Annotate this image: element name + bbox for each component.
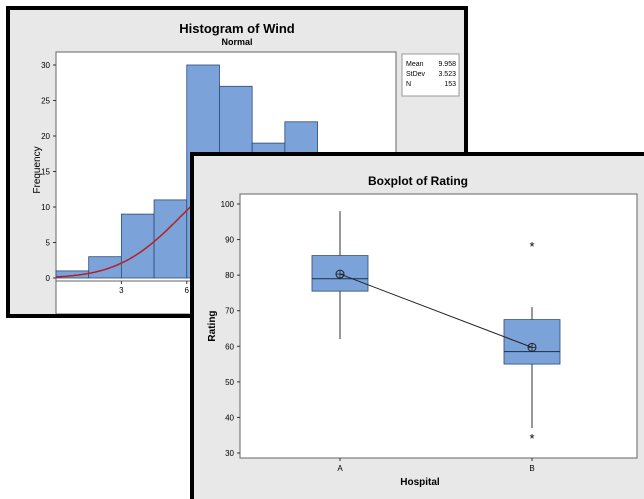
stat-mean-value: 9.958 xyxy=(438,61,456,68)
histogram-bar xyxy=(153,199,188,279)
x-tick-label: B xyxy=(529,464,534,473)
stats-legend-box xyxy=(401,53,460,97)
histogram-subtitle: Normal xyxy=(221,37,252,47)
y-tick-label: 90 xyxy=(225,236,234,245)
boxplot-chart: Boxplot of Rating Rating Hospital 30 40 50… xyxy=(207,174,638,488)
x-tick-label: 6 xyxy=(185,286,190,295)
histogram-stats-legend: Mean 9.958 StDev 3.523 N 153 xyxy=(401,53,460,97)
histogram-y-ticks: 0 5 10 15 20 25 30 xyxy=(41,61,56,283)
boxplot-title: Boxplot of Rating xyxy=(368,174,468,188)
y-tick-label: 80 xyxy=(225,271,234,280)
mean-symbol xyxy=(527,342,537,352)
y-tick-label: 30 xyxy=(225,449,234,458)
y-tick-label: 15 xyxy=(41,168,50,177)
y-tick-label: 20 xyxy=(41,132,50,141)
y-tick-label: 10 xyxy=(41,203,50,212)
boxplot-x-axis-label: Hospital xyxy=(400,477,440,488)
y-tick-label: 100 xyxy=(221,200,235,209)
stat-stdev-value: 3.523 xyxy=(438,71,456,78)
mean-symbol xyxy=(335,269,345,279)
stat-mean-label: Mean xyxy=(406,61,424,68)
y-tick-label: 25 xyxy=(41,97,50,106)
stat-n-value: 153 xyxy=(444,81,456,88)
mean-connect-line xyxy=(339,273,533,348)
outlier-marker: * xyxy=(529,431,534,446)
boxplot-y-ticks: 30 40 50 60 70 80 90 100 xyxy=(221,200,240,458)
y-tick-label: 50 xyxy=(225,378,234,387)
boxplot-plot-area xyxy=(239,193,638,459)
box-iqr xyxy=(503,319,561,365)
y-tick-label: 30 xyxy=(41,61,50,70)
boxplot-panel: Boxplot of Rating Rating Hospital 30 40 50… xyxy=(190,152,644,499)
stat-n-label: N xyxy=(406,81,411,88)
boxplot-y-axis-label: Rating xyxy=(207,310,218,341)
y-tick-label: 70 xyxy=(225,307,234,316)
y-tick-label: 40 xyxy=(225,413,234,422)
boxplot-means xyxy=(335,269,537,352)
histogram-title: Histogram of Wind xyxy=(179,21,294,36)
y-tick-label: 5 xyxy=(46,239,51,248)
histogram-y-axis-label: Frequency xyxy=(32,146,43,193)
stat-stdev-label: StDev xyxy=(406,71,426,78)
outlier-marker: * xyxy=(529,239,534,254)
x-tick-label: A xyxy=(337,464,343,473)
boxplot-boxes: ** xyxy=(311,211,561,446)
histogram-bar xyxy=(88,256,122,279)
y-tick-label: 60 xyxy=(225,342,234,351)
x-tick-label: 3 xyxy=(119,286,124,295)
y-tick-label: 0 xyxy=(46,274,51,283)
